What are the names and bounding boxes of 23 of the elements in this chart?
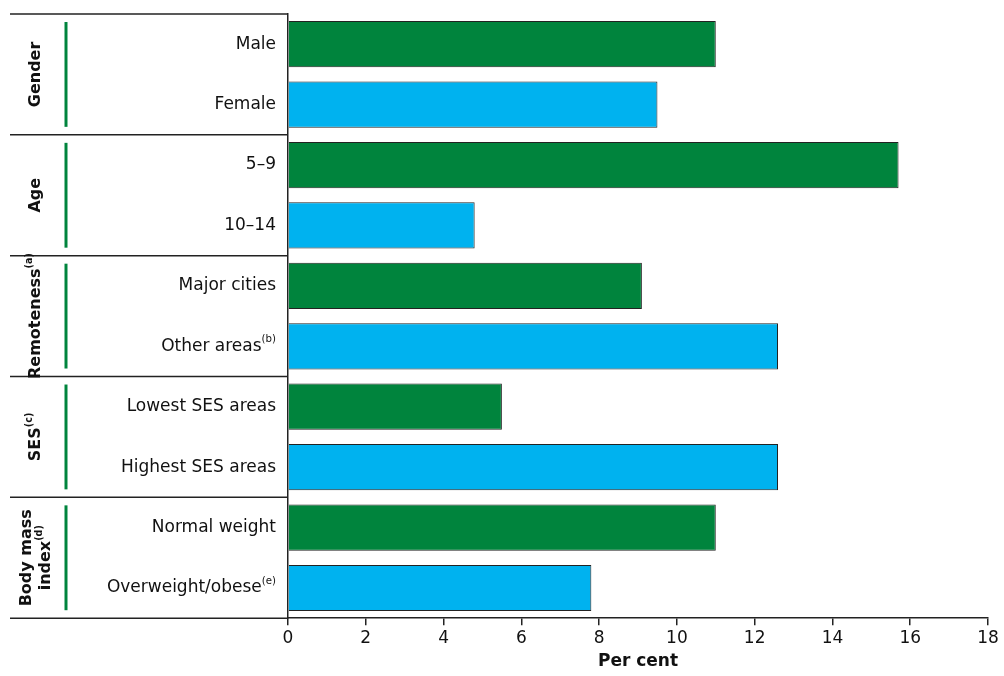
x-tick-label: 10	[666, 626, 688, 647]
text: Remoteness(a)	[23, 253, 45, 380]
x-tick-label: 6	[515, 626, 527, 647]
y-tick-label: Normal weight	[151, 515, 277, 536]
y-tick-label: Male	[235, 32, 277, 53]
text: SES(c)	[23, 412, 45, 462]
y-tick-label: 10–14	[224, 213, 276, 234]
y-tick-label: Major cities	[178, 274, 277, 295]
text: Gender	[25, 41, 45, 108]
x-tick-label: 4	[438, 626, 449, 647]
x-tick-label: 12	[743, 626, 766, 647]
y-tick-label: Female	[214, 93, 276, 114]
x-tick-label: 16	[899, 626, 922, 647]
x-tick-label: 8	[593, 626, 605, 647]
x-tick-label: 14	[821, 626, 844, 647]
x-axis-title: Per cent	[597, 650, 679, 671]
x-tick-label: 18	[977, 626, 999, 647]
text: Age	[25, 177, 45, 213]
y-tick-label: 5–9	[245, 153, 277, 174]
y-tick-label: Highest SES areas	[121, 455, 277, 476]
x-tick-label: 2	[360, 626, 372, 647]
y-tick-label: Lowest SES areas	[126, 395, 277, 416]
x-tick-label: 0	[282, 626, 294, 647]
